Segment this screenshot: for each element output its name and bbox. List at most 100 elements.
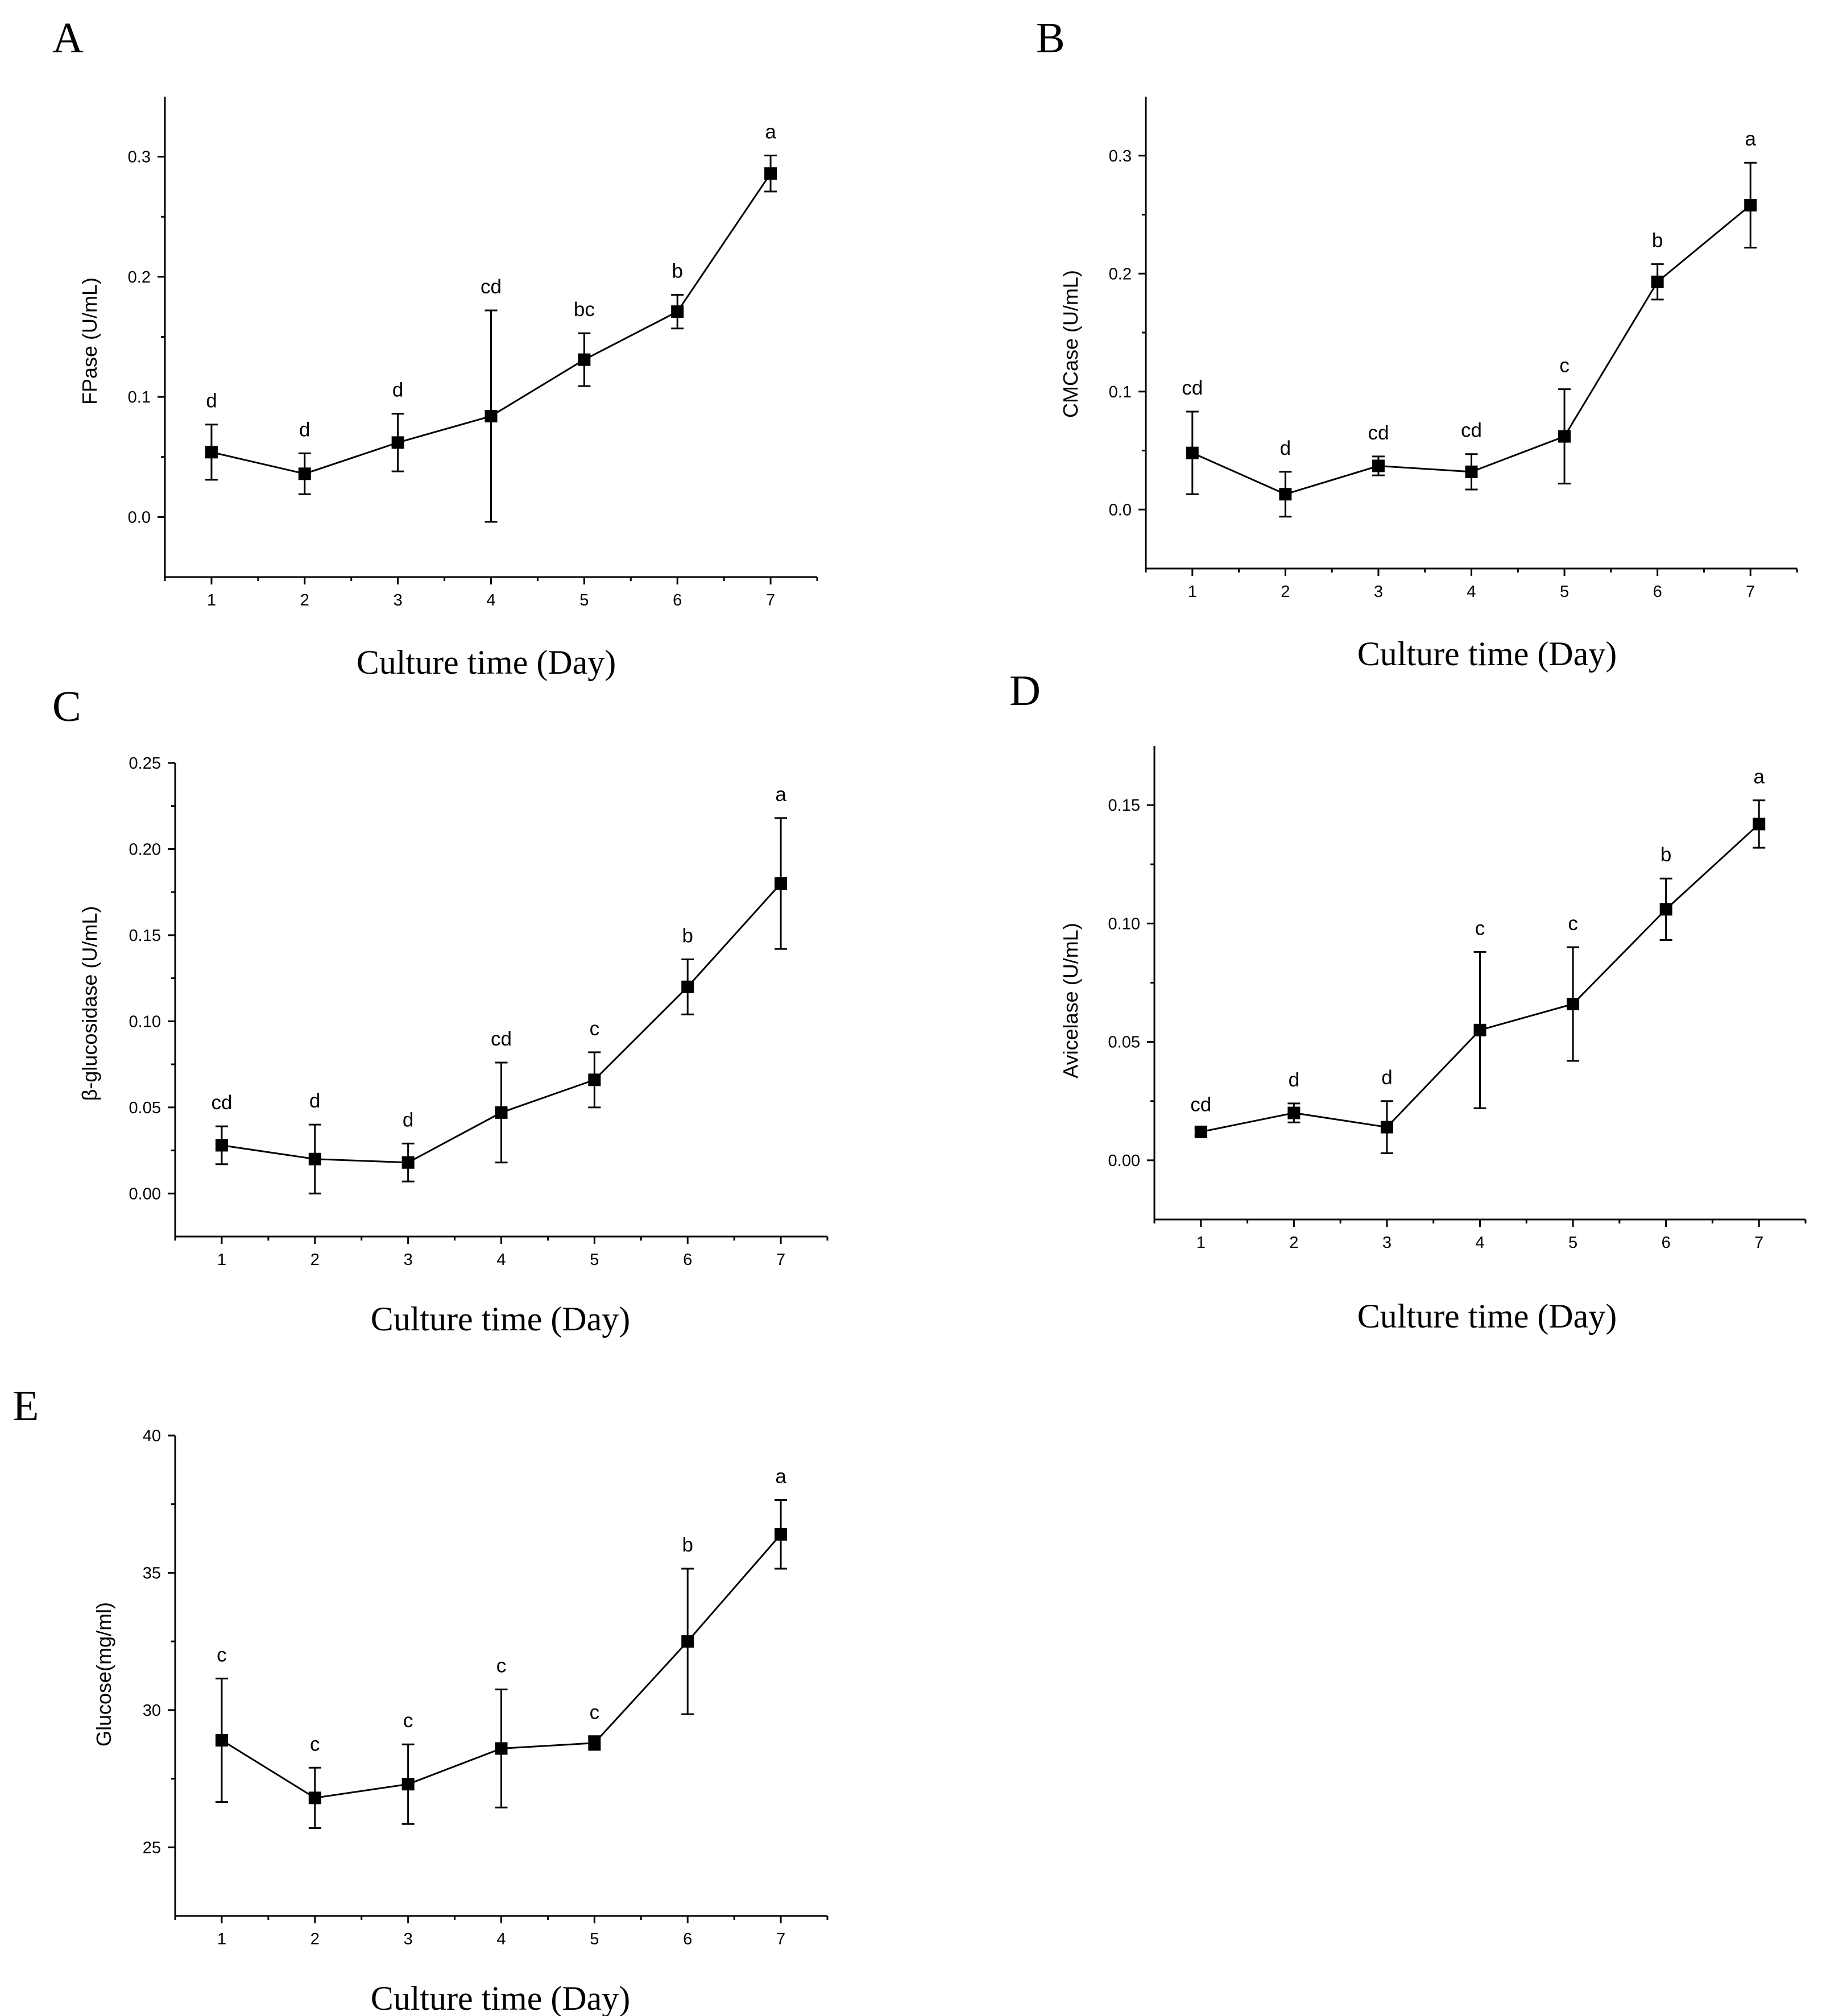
panel-letter: E bbox=[13, 1382, 39, 1430]
significance-letter: c bbox=[403, 1710, 413, 1732]
significance-letter: c bbox=[217, 1644, 227, 1666]
significance-letter: d bbox=[392, 379, 403, 401]
significance-letter: c bbox=[590, 1702, 600, 1724]
data-point bbox=[1558, 430, 1571, 443]
x-axis-title: Culture time (Day) bbox=[371, 1300, 631, 1338]
x-tick-label: 6 bbox=[1653, 583, 1662, 601]
data-point bbox=[391, 436, 404, 449]
data-point bbox=[588, 1736, 601, 1749]
x-tick-label: 6 bbox=[683, 1930, 692, 1948]
significance-letter: cd bbox=[211, 1092, 232, 1114]
x-tick-label: 1 bbox=[1196, 1234, 1206, 1252]
data-point bbox=[1279, 488, 1292, 501]
significance-letter: d bbox=[206, 390, 217, 412]
x-tick-label: 6 bbox=[683, 1251, 692, 1269]
data-point bbox=[205, 446, 218, 459]
data-point bbox=[485, 409, 498, 422]
significance-letter: c bbox=[1568, 912, 1578, 935]
significance-letter: b bbox=[682, 924, 693, 947]
data-point bbox=[401, 1156, 415, 1169]
x-tick-label: 2 bbox=[300, 591, 309, 609]
y-tick-label: 0.10 bbox=[129, 1013, 161, 1031]
significance-letter: a bbox=[775, 783, 786, 806]
x-tick-label: 4 bbox=[486, 591, 495, 609]
x-axis-title: Culture time (Day) bbox=[1357, 1297, 1617, 1335]
x-tick-label: 7 bbox=[766, 591, 775, 609]
data-point bbox=[775, 1528, 788, 1541]
y-tick-label: 30 bbox=[143, 1702, 161, 1720]
y-tick-label: 0.00 bbox=[129, 1185, 161, 1203]
panel-c: C 1 2 3 4 5 6 7 0.00 0.05 0.10 0.15 0.20 0.25 Culture … bbox=[52, 683, 829, 1338]
significance-letter: b bbox=[682, 1534, 693, 1556]
significance-letter: d bbox=[403, 1109, 413, 1131]
data-point bbox=[764, 167, 777, 180]
significance-letter: b bbox=[672, 260, 682, 283]
y-tick-label: 35 bbox=[143, 1564, 161, 1582]
x-tick-label: 6 bbox=[673, 591, 682, 609]
y-axis-title: FPase (U/mL) bbox=[78, 277, 101, 405]
significance-letter: cd bbox=[481, 276, 502, 298]
y-axis-title: β-glucosidase (U/mL) bbox=[78, 906, 101, 1101]
y-tick-label: 25 bbox=[143, 1839, 161, 1857]
significance-letter: cd bbox=[1461, 420, 1482, 442]
y-tick-label: 0.10 bbox=[1108, 915, 1140, 933]
significance-letter: c bbox=[310, 1733, 320, 1755]
x-tick-label: 3 bbox=[404, 1251, 413, 1269]
y-tick-label: 0.15 bbox=[1108, 797, 1140, 815]
x-tick-label: 2 bbox=[310, 1930, 320, 1948]
significance-letter: a bbox=[775, 1465, 786, 1487]
x-tick-label: 4 bbox=[1475, 1234, 1484, 1252]
x-tick-label: 7 bbox=[776, 1930, 785, 1948]
significance-letter: cd bbox=[1182, 377, 1203, 399]
x-tick-label: 1 bbox=[217, 1251, 226, 1269]
x-tick-label: 7 bbox=[1754, 1234, 1763, 1252]
data-point bbox=[1659, 903, 1672, 916]
data-point bbox=[215, 1733, 228, 1747]
data-point bbox=[681, 1635, 694, 1648]
panel-d: D 1 2 3 4 5 6 7 0.00 0.05 0.10 0.15 Culture time (Da… bbox=[1009, 667, 1807, 1335]
data-point bbox=[495, 1106, 508, 1119]
x-tick-label: 5 bbox=[579, 591, 589, 609]
x-axis-title: Culture time (Day) bbox=[1357, 635, 1617, 673]
data-point bbox=[308, 1791, 321, 1805]
y-tick-label: 0.3 bbox=[128, 148, 151, 167]
data-point bbox=[1372, 459, 1385, 472]
x-tick-label: 7 bbox=[1746, 583, 1755, 601]
panel-a: A 1 2 3 4 5 6 7 0.0 0.1 0.2 0.3 Culture time (Day) FP… bbox=[52, 14, 818, 681]
data-point bbox=[578, 353, 591, 366]
data-point bbox=[681, 980, 694, 993]
x-tick-label: 1 bbox=[207, 591, 216, 609]
y-tick-label: 0.05 bbox=[129, 1099, 161, 1117]
data-point bbox=[1651, 275, 1664, 288]
x-tick-label: 6 bbox=[1662, 1234, 1671, 1252]
data-point bbox=[1194, 1125, 1207, 1138]
y-tick-label: 0.0 bbox=[128, 508, 151, 526]
x-tick-label: 4 bbox=[496, 1930, 506, 1948]
panel-letter: C bbox=[52, 683, 81, 731]
significance-letter: c bbox=[1475, 917, 1485, 939]
x-tick-label: 1 bbox=[217, 1930, 226, 1948]
x-tick-label: 3 bbox=[1382, 1234, 1392, 1252]
data-point bbox=[1186, 446, 1199, 459]
data-point bbox=[775, 877, 788, 890]
series-line bbox=[1192, 204, 1751, 495]
x-tick-label: 7 bbox=[776, 1251, 785, 1269]
data-point bbox=[1744, 198, 1757, 211]
panel-e: E 1 2 3 4 5 6 7 25 30 35 40 Culture time (Day) Glucos… bbox=[13, 1382, 829, 2016]
x-tick-label: 2 bbox=[310, 1251, 320, 1269]
significance-letter: d bbox=[299, 418, 310, 441]
significance-letter: cd bbox=[1190, 1094, 1211, 1116]
data-point bbox=[1567, 997, 1580, 1010]
data-point bbox=[1287, 1106, 1301, 1119]
significance-letter: a bbox=[1753, 766, 1765, 788]
y-tick-label: 0.15 bbox=[129, 927, 161, 945]
x-tick-label: 5 bbox=[1560, 583, 1569, 601]
x-tick-label: 3 bbox=[404, 1930, 413, 1948]
x-tick-label: 5 bbox=[590, 1930, 599, 1948]
y-tick-label: 0.25 bbox=[129, 754, 161, 773]
y-tick-label: 0.3 bbox=[1109, 147, 1132, 165]
data-point bbox=[1380, 1121, 1393, 1134]
data-point bbox=[215, 1139, 228, 1152]
panel-b: B 1 2 3 4 5 6 7 0.0 0.1 0.2 0.3 Culture time (Day) CM… bbox=[1036, 14, 1798, 673]
significance-letter: d bbox=[309, 1090, 320, 1112]
